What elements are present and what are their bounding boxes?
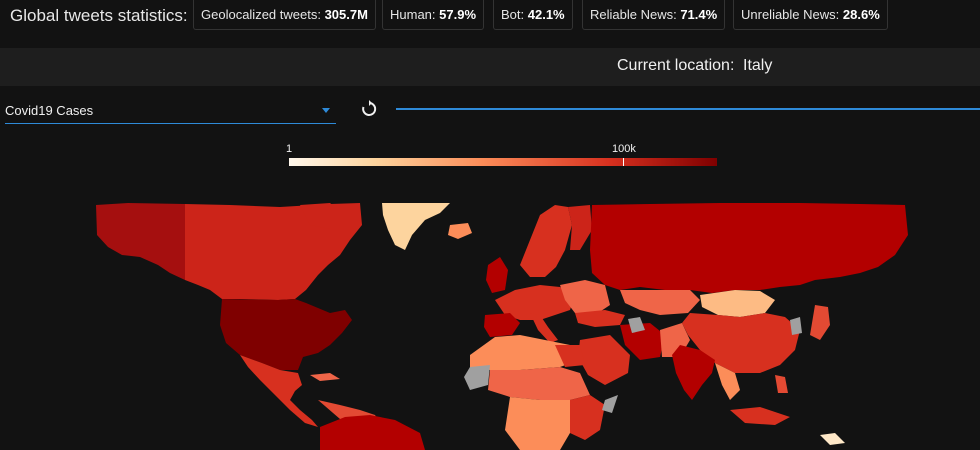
country-finland[interactable] [568,205,592,250]
stat-value: 305.7M [324,7,368,22]
country-greenland[interactable] [382,203,450,250]
legend-min-label: 1 [286,143,293,155]
color-scale-legend [289,158,717,166]
stat-value: 42.1% [527,7,565,22]
country-mexico[interactable] [240,355,318,427]
stats-bar: Global tweets statistics: Geolocalized t… [0,0,980,38]
country-sahel[interactable] [488,367,590,400]
location-value: Italy [743,57,773,74]
stat-value: 57.9% [439,7,477,22]
country-india[interactable] [672,345,715,400]
country-kazakhstan[interactable] [620,290,700,315]
country-egypt[interactable] [555,345,585,367]
country-australia-north[interactable] [820,433,845,445]
country-norway-sweden[interactable] [520,205,572,277]
stat-human: Human: 57.9% [382,0,485,30]
country-philippines[interactable] [775,375,788,393]
time-slider-track[interactable] [396,108,980,110]
country-turkey[interactable] [575,310,625,327]
stat-value: 71.4% [680,7,718,22]
location-bar: Current location: Italy [0,48,980,86]
country-japan[interactable] [810,305,830,340]
stat-value: 28.6% [842,7,880,22]
stat-geolocalized-tweets: Geolocalized tweets: 305.7M [193,0,376,30]
dataset-select[interactable]: Covid19 Cases [5,96,336,124]
stats-title: Global tweets statistics: [10,6,188,25]
arctic-islands [300,203,345,229]
world-map[interactable] [0,195,980,450]
country-colombia-venezuela[interactable] [320,415,425,450]
country-alaska[interactable] [96,203,185,280]
caret-down-icon [322,108,330,113]
stat-label: Geolocalized tweets: [201,7,321,22]
country-eastern-europe[interactable] [560,280,610,315]
country-southeast-asia[interactable] [715,363,740,400]
stat-label: Unreliable News: [741,7,840,22]
country-uk[interactable] [486,257,508,293]
country-horn-of-africa[interactable] [602,395,618,413]
country-spain[interactable] [484,313,520,337]
legend-mid-label: 100k [612,143,636,155]
country-canada[interactable] [185,203,362,300]
location-label: Current location: [617,57,735,74]
caribbean-islands [310,373,340,381]
country-mongolia[interactable] [700,290,775,317]
stat-unreliable-news: Unreliable News: 28.6% [733,0,888,30]
country-italy[interactable] [530,313,558,343]
dataset-select-value: Covid19 Cases [5,103,94,118]
refresh-icon[interactable] [359,99,379,119]
country-usa[interactable] [220,299,352,370]
country-west-africa[interactable] [464,365,490,390]
country-caspian-region[interactable] [628,317,645,333]
country-indonesia[interactable] [730,407,790,425]
legend-tick [623,158,624,166]
country-iceland[interactable] [448,223,472,239]
stat-label: Bot: [501,7,525,22]
country-arabia[interactable] [578,335,630,385]
country-east-africa[interactable] [570,395,605,440]
stat-label: Reliable News: [590,7,677,22]
stat-bot: Bot: 42.1% [493,0,573,30]
country-north-africa[interactable] [470,335,580,370]
country-korea[interactable] [790,317,802,335]
stat-reliable-news: Reliable News: 71.4% [582,0,726,30]
country-russia[interactable] [590,203,908,293]
stat-label: Human: [390,7,436,22]
country-iran[interactable] [620,323,665,360]
country-central-africa[interactable] [505,397,570,450]
country-western-europe[interactable] [495,285,575,320]
